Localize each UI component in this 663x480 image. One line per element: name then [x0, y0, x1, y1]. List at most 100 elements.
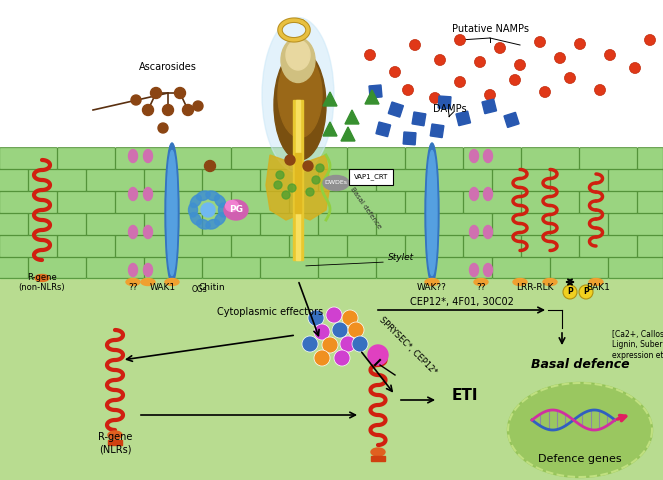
FancyBboxPatch shape	[174, 192, 231, 213]
Bar	[295, 153, 301, 213]
FancyBboxPatch shape	[638, 192, 663, 213]
Circle shape	[455, 35, 465, 46]
Ellipse shape	[469, 226, 479, 239]
Circle shape	[314, 324, 330, 340]
Text: PG: PG	[229, 205, 243, 215]
FancyBboxPatch shape	[347, 148, 405, 169]
Polygon shape	[341, 127, 355, 141]
Circle shape	[430, 93, 440, 104]
Text: Putative NAMPs: Putative NAMPs	[452, 24, 528, 34]
Ellipse shape	[469, 149, 479, 163]
Ellipse shape	[35, 275, 49, 281]
Text: ETI: ETI	[452, 388, 478, 403]
Circle shape	[334, 350, 350, 366]
FancyBboxPatch shape	[116, 148, 173, 169]
Text: LRR-RLK: LRR-RLK	[516, 283, 554, 292]
Ellipse shape	[215, 213, 225, 225]
FancyBboxPatch shape	[29, 258, 86, 278]
FancyBboxPatch shape	[349, 169, 393, 185]
FancyBboxPatch shape	[435, 214, 493, 235]
Text: Basal defence: Basal defence	[530, 358, 629, 371]
FancyBboxPatch shape	[463, 148, 521, 169]
Circle shape	[389, 67, 400, 77]
FancyBboxPatch shape	[87, 214, 145, 235]
Ellipse shape	[219, 203, 227, 217]
Bar	[389, 102, 403, 117]
Circle shape	[495, 43, 505, 53]
FancyBboxPatch shape	[231, 236, 289, 257]
Polygon shape	[266, 155, 298, 220]
FancyBboxPatch shape	[463, 192, 521, 213]
Circle shape	[352, 336, 368, 352]
Ellipse shape	[281, 37, 315, 83]
Ellipse shape	[507, 383, 652, 478]
Text: Chitin: Chitin	[199, 283, 225, 292]
FancyBboxPatch shape	[145, 258, 202, 278]
FancyBboxPatch shape	[522, 148, 579, 169]
Ellipse shape	[129, 149, 137, 163]
Ellipse shape	[323, 176, 349, 191]
Text: ??: ??	[476, 283, 486, 292]
Circle shape	[402, 84, 414, 96]
FancyBboxPatch shape	[231, 148, 289, 169]
FancyBboxPatch shape	[638, 148, 663, 169]
Circle shape	[595, 84, 605, 96]
Ellipse shape	[129, 264, 137, 276]
Bar	[438, 96, 451, 109]
FancyBboxPatch shape	[87, 258, 145, 278]
Ellipse shape	[474, 278, 488, 286]
Ellipse shape	[286, 40, 310, 70]
Circle shape	[143, 105, 154, 116]
Ellipse shape	[190, 213, 202, 225]
Circle shape	[605, 49, 615, 60]
Circle shape	[534, 36, 546, 48]
FancyBboxPatch shape	[58, 148, 115, 169]
Circle shape	[306, 188, 314, 196]
FancyBboxPatch shape	[493, 258, 550, 278]
FancyBboxPatch shape	[638, 236, 663, 257]
FancyBboxPatch shape	[0, 192, 57, 213]
Ellipse shape	[143, 149, 152, 163]
FancyBboxPatch shape	[551, 258, 608, 278]
Ellipse shape	[371, 448, 385, 456]
Bar	[0, 0, 663, 148]
Circle shape	[193, 101, 203, 111]
Bar	[376, 122, 391, 137]
Ellipse shape	[143, 188, 152, 201]
FancyBboxPatch shape	[0, 258, 29, 278]
FancyBboxPatch shape	[0, 214, 29, 235]
Bar	[430, 124, 444, 138]
Ellipse shape	[129, 226, 137, 239]
FancyBboxPatch shape	[609, 258, 663, 278]
Text: R-gene
(NLRs): R-gene (NLRs)	[98, 432, 132, 454]
Circle shape	[316, 164, 324, 172]
Bar	[0, 148, 663, 278]
Ellipse shape	[188, 203, 198, 217]
Ellipse shape	[427, 151, 437, 276]
Bar	[412, 112, 426, 126]
Ellipse shape	[589, 278, 603, 286]
Circle shape	[365, 49, 375, 60]
Text: Basal defence: Basal defence	[349, 186, 383, 230]
Circle shape	[174, 87, 186, 98]
FancyBboxPatch shape	[579, 236, 637, 257]
Text: DAMPs: DAMPs	[433, 104, 467, 114]
Ellipse shape	[274, 50, 326, 160]
Text: VAP1_CRT: VAP1_CRT	[354, 174, 389, 180]
Text: P: P	[567, 288, 573, 297]
Ellipse shape	[165, 143, 179, 283]
FancyBboxPatch shape	[0, 148, 57, 169]
Circle shape	[540, 86, 550, 97]
Circle shape	[288, 184, 296, 192]
Text: Cytoplasmic effectors: Cytoplasmic effectors	[217, 307, 323, 317]
Circle shape	[340, 336, 356, 352]
Circle shape	[131, 95, 141, 105]
Ellipse shape	[196, 219, 210, 229]
Circle shape	[475, 57, 485, 68]
Ellipse shape	[129, 188, 137, 201]
Ellipse shape	[215, 195, 225, 207]
Text: DWDEs: DWDEs	[324, 180, 347, 185]
Ellipse shape	[143, 226, 152, 239]
Bar	[504, 112, 519, 127]
FancyArrow shape	[371, 456, 385, 460]
